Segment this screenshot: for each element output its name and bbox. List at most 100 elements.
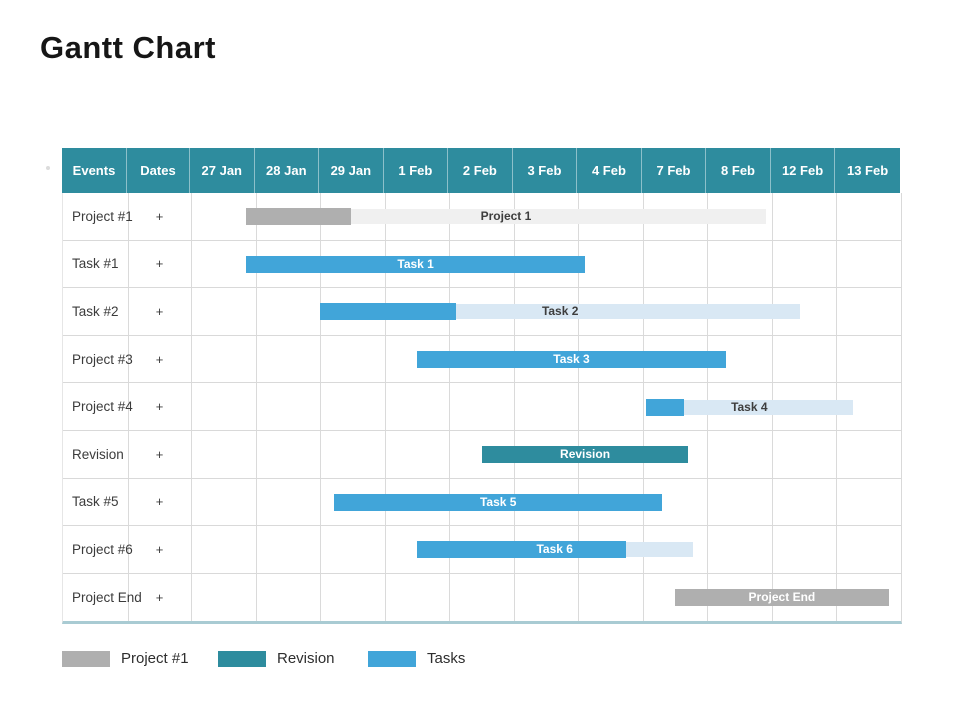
grid-line xyxy=(384,383,386,430)
grid-line xyxy=(642,573,644,622)
event-label: Task #5 xyxy=(72,494,119,510)
expand-plus[interactable]: + xyxy=(155,208,164,224)
grid-line xyxy=(128,478,129,526)
legend-label-tasks: Tasks xyxy=(427,650,466,667)
grid-line xyxy=(255,573,257,622)
bar-label: Revision xyxy=(560,447,611,462)
gantt-row-task-1: Task #1 + Task 1 xyxy=(63,240,901,289)
grid-line xyxy=(255,430,257,478)
grid-line xyxy=(191,335,192,383)
bar-label: Project End xyxy=(748,590,816,605)
grid-line xyxy=(836,288,838,335)
grid-line xyxy=(128,430,129,478)
grid-line xyxy=(836,526,838,573)
column-header-dates: Dates xyxy=(127,148,190,193)
column-header-4-feb: 4 Feb xyxy=(577,148,642,193)
grid-line xyxy=(128,288,129,335)
expand-plus[interactable]: + xyxy=(155,590,164,606)
grid-line xyxy=(191,288,192,335)
grid-line xyxy=(707,478,709,526)
grid-line xyxy=(191,430,192,478)
column-header-29-jan: 29 Jan xyxy=(319,148,384,193)
event-label: Task #1 xyxy=(72,256,119,272)
decorative-dot xyxy=(46,166,50,170)
bar-label: Task 1 xyxy=(397,256,434,271)
legend-swatch-project-1 xyxy=(62,651,110,667)
grid-line xyxy=(384,335,386,383)
expand-plus[interactable]: + xyxy=(155,494,164,510)
grid-line xyxy=(128,573,129,622)
grid-line xyxy=(191,526,192,573)
grid-line xyxy=(642,240,644,288)
page-title: Gantt Chart xyxy=(40,30,216,65)
bar-label: Task 6 xyxy=(536,542,573,557)
grid-line xyxy=(771,335,773,383)
column-header-28-jan: 28 Jan xyxy=(255,148,320,193)
expand-plus[interactable]: + xyxy=(155,399,164,415)
gantt-bar-task-1-solid xyxy=(245,255,586,273)
legend-swatch-revision xyxy=(218,651,266,667)
grid-line xyxy=(191,383,192,430)
bar-label: Task 4 xyxy=(731,399,768,414)
grid-line xyxy=(255,383,257,430)
event-label: Project #4 xyxy=(72,399,133,415)
grid-line xyxy=(771,240,773,288)
gantt-bar-project-6-solid xyxy=(416,541,627,559)
grid-line xyxy=(449,383,451,430)
bar-label: Task 5 xyxy=(479,494,517,509)
grid-line xyxy=(449,573,451,622)
grid-line xyxy=(191,240,192,288)
gantt-bar-project-end-solid xyxy=(675,589,889,607)
grid-line xyxy=(191,573,192,622)
expand-plus[interactable]: + xyxy=(155,446,164,462)
expand-plus[interactable]: + xyxy=(155,541,164,557)
gantt-bar-task-2-solid xyxy=(320,303,457,321)
gantt-bar-task-5-solid xyxy=(334,493,663,511)
grid-line xyxy=(836,335,838,383)
grid-line xyxy=(836,240,838,288)
column-header-12-feb: 12 Feb xyxy=(771,148,836,193)
grid-line xyxy=(255,335,257,383)
bar-label: Task 2 xyxy=(541,304,579,319)
bar-label: Project 1 xyxy=(480,209,532,224)
grid-line xyxy=(707,526,709,573)
expand-plus[interactable]: + xyxy=(155,256,164,272)
gantt-row-task-5: Task #5 + Task 5 xyxy=(63,478,901,527)
legend-label-project-1: Project #1 xyxy=(121,650,189,667)
legend-label-revision: Revision xyxy=(277,650,335,667)
grid-line xyxy=(771,430,773,478)
grid-line xyxy=(128,193,129,240)
grid-line xyxy=(128,383,129,430)
grid-line xyxy=(128,526,129,573)
column-header-27-jan: 27 Jan xyxy=(190,148,255,193)
legend-swatch-tasks xyxy=(368,651,416,667)
grid-line xyxy=(836,193,838,240)
grid-line xyxy=(255,288,257,335)
event-label: Task #2 xyxy=(72,303,119,319)
grid-line xyxy=(320,335,322,383)
gantt-row-task-2: Task #2 + Task 2 xyxy=(63,288,901,336)
expand-plus[interactable]: + xyxy=(155,351,164,367)
expand-plus[interactable]: + xyxy=(155,303,164,319)
gantt-header-row: Events Dates 27 Jan 28 Jan 29 Jan 1 Feb 2 Feb 3… xyxy=(62,148,900,193)
grid-line xyxy=(191,478,192,526)
gantt-row-project-3: Project #3 + Task 3 xyxy=(63,335,901,384)
grid-line xyxy=(836,478,838,526)
gantt-row-revision: Revision + Revision xyxy=(63,430,901,479)
bar-label: Task 3 xyxy=(553,352,590,367)
gantt-row-project-4: Project #4 + Task 4 xyxy=(63,383,901,431)
grid-line xyxy=(707,430,709,478)
grid-line xyxy=(191,193,192,240)
column-header-1-feb: 1 Feb xyxy=(384,148,449,193)
event-label: Project #1 xyxy=(72,208,133,224)
grid-line xyxy=(255,478,257,526)
event-label: Revision xyxy=(72,446,124,462)
grid-line xyxy=(513,573,515,622)
grid-line xyxy=(255,526,257,573)
gantt-row-project-end: Project End + Project End xyxy=(63,573,901,622)
event-label: Project #3 xyxy=(72,351,133,367)
event-label: Project End xyxy=(72,590,142,606)
gantt-bar-revision-solid xyxy=(482,446,688,464)
column-header-2-feb: 2 Feb xyxy=(448,148,513,193)
gantt-chart: Events Dates 27 Jan 28 Jan 29 Jan 1 Feb 2 Feb 3… xyxy=(62,148,902,625)
